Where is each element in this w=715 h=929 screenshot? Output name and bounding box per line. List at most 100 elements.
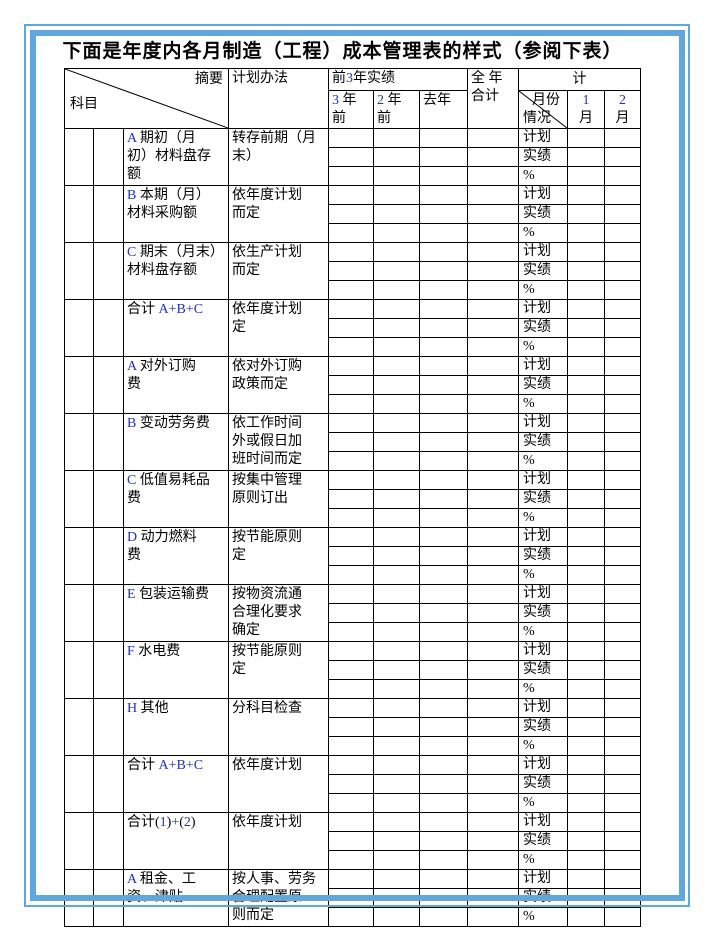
data-cell xyxy=(467,603,520,623)
data-cell xyxy=(373,869,421,889)
latin-text: 2 xyxy=(619,92,627,108)
header-subject-label: 科目 xyxy=(70,97,98,112)
data-cell xyxy=(419,356,469,376)
data-cell xyxy=(567,356,606,376)
data-cell xyxy=(419,907,469,927)
data-cell xyxy=(373,527,421,547)
data-cell xyxy=(604,147,642,167)
spacer-cell xyxy=(93,356,124,414)
data-cell xyxy=(467,698,520,718)
data-cell xyxy=(373,185,421,205)
data-cell xyxy=(373,451,421,471)
data-cell xyxy=(604,318,642,338)
data-cell xyxy=(419,261,469,281)
header-2years-ago-cell: 2 年前 xyxy=(373,90,421,129)
row-label-cell: % xyxy=(518,337,569,357)
data-cell xyxy=(604,793,642,813)
data-cell xyxy=(567,869,606,889)
data-cell xyxy=(467,128,520,148)
method-cell: 依工作时间 外或假日加 班时间而定 xyxy=(228,413,330,471)
latin-text: + xyxy=(171,815,180,830)
row-label-cell: % xyxy=(518,451,569,471)
data-cell xyxy=(467,470,520,490)
data-cell xyxy=(567,660,606,680)
row-label-cell: 实绩 xyxy=(518,261,569,281)
data-cell xyxy=(419,812,469,832)
data-cell xyxy=(467,166,520,186)
method-cell: 依年度计划 xyxy=(228,812,330,870)
data-cell xyxy=(604,337,642,357)
data-cell xyxy=(328,888,375,908)
data-cell xyxy=(604,413,642,433)
data-cell xyxy=(604,166,642,186)
data-cell xyxy=(419,736,469,756)
data-cell xyxy=(419,660,469,680)
spacer-cell xyxy=(64,128,94,186)
table-row: % xyxy=(65,907,642,927)
data-cell xyxy=(467,147,520,167)
data-cell xyxy=(467,584,520,604)
table-row: E 包装运输费 按物资流通 合理化要求 确定 计划 xyxy=(64,584,642,642)
data-cell xyxy=(567,147,606,167)
data-cell xyxy=(419,413,469,433)
spacer-cell xyxy=(64,641,94,699)
data-cell xyxy=(467,793,520,813)
data-cell xyxy=(467,204,520,224)
data-cell xyxy=(567,527,606,547)
data-cell xyxy=(419,717,469,737)
latin-text: F xyxy=(127,644,135,659)
data-cell xyxy=(467,432,520,452)
row-label-cell: 计划 xyxy=(518,242,569,262)
table-row: D 动力燃料费按节能原则定 计划 xyxy=(64,527,642,585)
table-row: A 租金、工 资、津贴 按人事、劳务 合理配置原 则而定 计划 xyxy=(64,869,642,927)
data-cell xyxy=(373,413,421,433)
data-cell xyxy=(567,850,606,870)
data-cell xyxy=(328,755,375,775)
latin-text: A xyxy=(127,359,137,374)
table-row: B 本期（月） 材料采购额 依年度计划 而定 计划 xyxy=(64,185,642,243)
item-cell: A 对外订购费 xyxy=(122,356,230,414)
item-cell: D 动力燃料费 xyxy=(122,527,230,585)
item-cell: B 变动劳务费 xyxy=(122,413,230,471)
data-cell xyxy=(328,128,375,148)
data-cell xyxy=(373,641,421,661)
data-cell xyxy=(328,223,375,243)
row-label-cell: 计划 xyxy=(518,299,569,319)
data-cell xyxy=(467,736,520,756)
data-cell xyxy=(604,375,642,395)
row-label-cell: 实绩 xyxy=(518,204,569,224)
spacer-cell xyxy=(64,527,94,585)
table-row: B 变动劳务费 依工作时间 外或假日加 班时间而定 计划 xyxy=(64,413,642,471)
row-label-cell: % xyxy=(518,565,569,585)
cost-table: 摘要 科目 计划办法 前3年实绩 全 年合计 计 3 年前 2 年前 去年 月份… xyxy=(63,68,642,927)
table-row: 实绩 xyxy=(65,318,642,338)
spacer-cell xyxy=(93,470,124,528)
data-cell xyxy=(328,356,375,376)
row-label-cell: % xyxy=(518,508,569,528)
data-cell xyxy=(604,888,642,908)
spacer-cell xyxy=(93,413,124,471)
header-total-cell: 计 xyxy=(518,68,642,91)
table-row: 实绩 xyxy=(65,432,642,452)
data-cell xyxy=(328,907,375,927)
data-cell xyxy=(604,565,642,585)
data-cell xyxy=(328,774,375,794)
data-cell xyxy=(567,185,606,205)
row-label-cell: 计划 xyxy=(518,812,569,832)
data-cell xyxy=(373,337,421,357)
spacer-cell xyxy=(64,812,94,870)
spacer-cell xyxy=(93,584,124,642)
data-cell xyxy=(567,242,606,262)
method-cell: 依生产计划 而定 xyxy=(228,242,330,300)
data-cell xyxy=(567,394,606,414)
month-status-header-cell: 月份 情况 xyxy=(518,90,569,129)
method-cell: 依对外订购 政策而定 xyxy=(228,356,330,414)
item-cell: A 期初（月 初）材料盘存额 xyxy=(122,128,230,186)
spacer-cell xyxy=(64,470,94,528)
table-row: H 其他 分科目检查 计划 xyxy=(64,698,642,756)
data-cell xyxy=(604,584,642,604)
item-cell: H 其他 xyxy=(122,698,230,756)
row-label-cell: 计划 xyxy=(518,755,569,775)
data-cell xyxy=(328,299,375,319)
